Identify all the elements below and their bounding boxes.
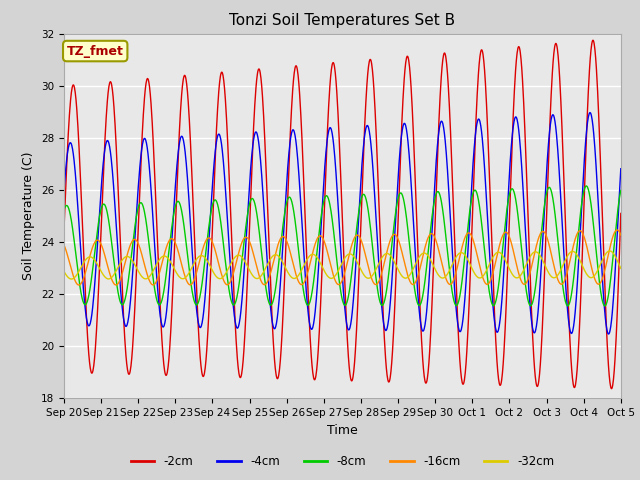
Text: TZ_fmet: TZ_fmet (67, 45, 124, 58)
Y-axis label: Soil Temperature (C): Soil Temperature (C) (22, 152, 35, 280)
X-axis label: Time: Time (327, 424, 358, 437)
Legend: -2cm, -4cm, -8cm, -16cm, -32cm: -2cm, -4cm, -8cm, -16cm, -32cm (126, 450, 559, 473)
Title: Tonzi Soil Temperatures Set B: Tonzi Soil Temperatures Set B (229, 13, 456, 28)
